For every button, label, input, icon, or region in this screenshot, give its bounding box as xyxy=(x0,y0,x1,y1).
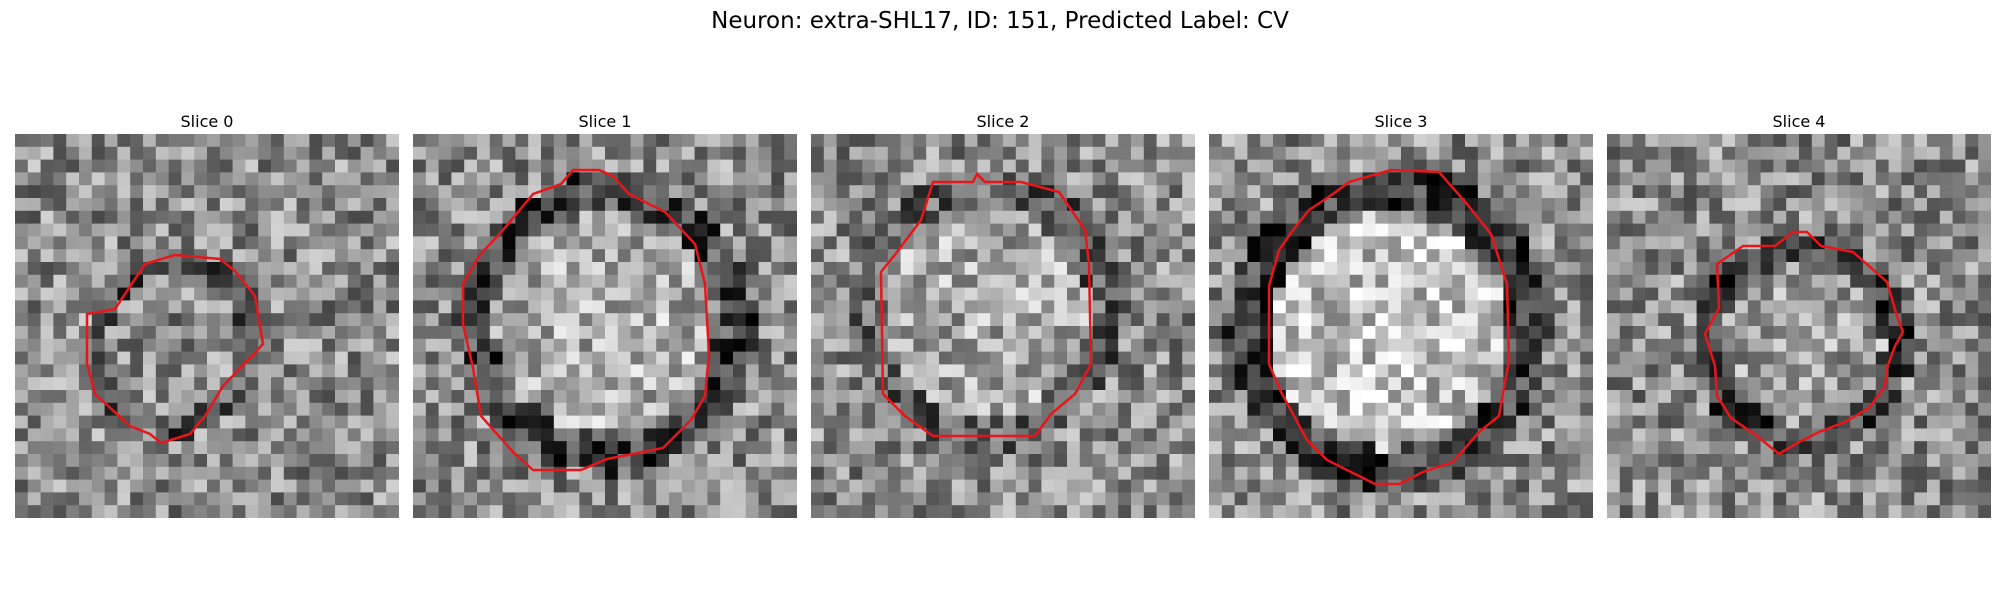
slice-image-4 xyxy=(1607,134,1991,518)
slice-title: Slice 1 xyxy=(578,112,632,131)
slice-panel-0: Slice 0 xyxy=(15,110,399,518)
slice-image-0 xyxy=(15,134,399,518)
cell-contour xyxy=(1703,230,1905,456)
slice-panel-2: Slice 2 xyxy=(811,110,1195,518)
slice-image xyxy=(1209,134,1593,518)
slice-image xyxy=(1607,134,1991,518)
cell-contour xyxy=(1267,168,1511,486)
cell-contour xyxy=(85,253,265,445)
cell-contour xyxy=(461,168,711,472)
slice-title: Slice 2 xyxy=(976,112,1030,131)
slice-title: Slice 3 xyxy=(1374,112,1428,131)
slice-image-3 xyxy=(1209,134,1593,518)
cell-contour xyxy=(879,171,1093,438)
slice-panel-3: Slice 3 xyxy=(1209,110,1593,518)
slice-image xyxy=(811,134,1195,518)
slice-panel-1: Slice 1 xyxy=(413,110,797,518)
slice-image-2 xyxy=(811,134,1195,518)
slice-panel-4: Slice 4 xyxy=(1607,110,1991,518)
slice-title: Slice 4 xyxy=(1772,112,1826,131)
figure-title: Neuron: extra-SHL17, ID: 151, Predicted … xyxy=(711,8,1289,34)
slice-image xyxy=(15,134,399,518)
slice-image-1 xyxy=(413,134,797,518)
slice-title: Slice 0 xyxy=(180,112,234,131)
slice-image xyxy=(413,134,797,518)
